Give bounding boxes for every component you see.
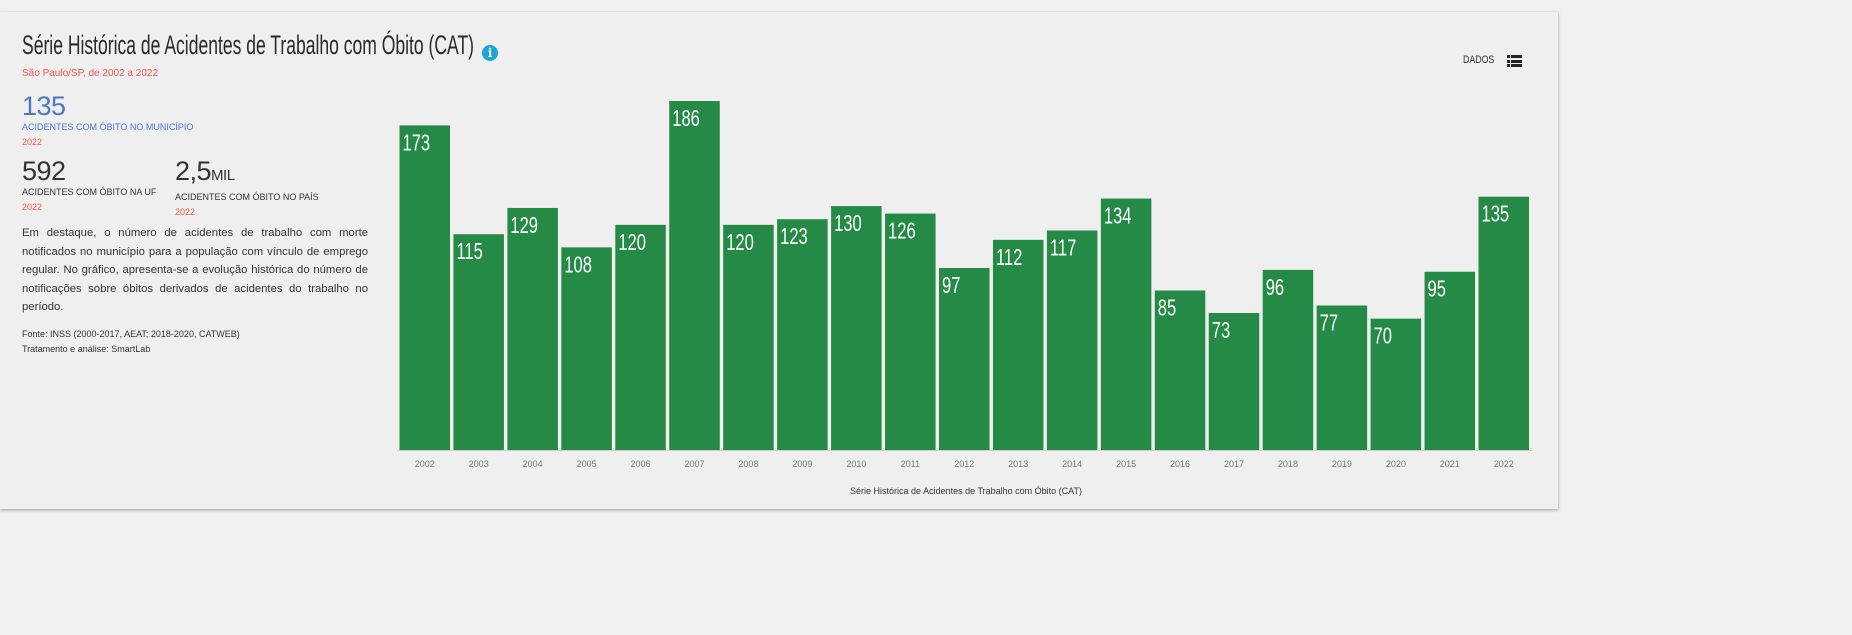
stat-label: ACIDENTES COM ÓBITO NO MUNICÍPIO (22, 122, 194, 132)
data-label: 126 (888, 219, 916, 244)
data-label: 96 (1266, 275, 1284, 300)
data-label: 129 (510, 213, 538, 238)
x-tick-label: 2006 (631, 459, 651, 469)
x-tick-label: 2016 (1170, 459, 1190, 469)
bar[interactable] (1208, 313, 1260, 450)
data-label: 123 (780, 225, 808, 250)
stat-uf: 592 ACIDENTES COM ÓBITO NA UF 2022 (22, 157, 156, 212)
stat-year: 2022 (22, 137, 43, 147)
bar[interactable] (992, 239, 1044, 450)
stat-pais: 2,5MIL ACIDENTES COM ÓBITO NO PAÍS 2022 (175, 157, 319, 217)
data-label: 130 (834, 212, 862, 237)
data-label: 186 (672, 106, 700, 131)
bar[interactable] (615, 224, 666, 450)
data-label: 112 (996, 245, 1022, 270)
stat-municipio: 135 ACIDENTES COM ÓBITO NO MUNICÍPIO 202… (22, 92, 193, 147)
x-tick-label: 2007 (684, 459, 704, 469)
x-tick-label: 2022 (1494, 459, 1514, 469)
stat-value: 592 (22, 156, 66, 186)
x-tick-label: 2008 (738, 459, 758, 469)
stat-label: ACIDENTES COM ÓBITO NA UF (22, 187, 157, 197)
bar[interactable] (399, 125, 451, 451)
data-label: 117 (1050, 236, 1076, 261)
x-tick-label: 2004 (523, 459, 543, 469)
data-label: 77 (1320, 311, 1338, 336)
stat-year: 2022 (22, 202, 43, 212)
data-label: 173 (403, 131, 431, 156)
info-icon[interactable]: i (482, 45, 498, 61)
x-tick-label: 2020 (1386, 459, 1406, 469)
description-column: Em destaque, o número de acidentes de tr… (22, 224, 368, 357)
data-label: 95 (1428, 277, 1446, 302)
x-tick-label: 2012 (954, 459, 974, 469)
data-label: 115 (456, 240, 482, 265)
x-tick-label: 2017 (1224, 459, 1244, 469)
x-tick-label: 2005 (577, 459, 597, 469)
bar[interactable] (939, 267, 990, 450)
x-tick-label: 2002 (415, 459, 435, 469)
data-label: 135 (1482, 202, 1510, 227)
bar[interactable] (1154, 290, 1206, 450)
x-tick-label: 2013 (1008, 459, 1028, 469)
bar[interactable] (1478, 196, 1530, 450)
x-tick-label: 2011 (901, 459, 920, 469)
x-tick-label: 2014 (1062, 459, 1082, 469)
data-label: 134 (1104, 204, 1132, 229)
bar[interactable] (885, 213, 936, 450)
title-text: Série Histórica de Acidentes de Trabalho… (22, 30, 474, 60)
list-icon[interactable] (1507, 55, 1522, 67)
data-label: 70 (1374, 324, 1392, 349)
stat-unit: MIL (211, 167, 235, 184)
analysis-text: Tratamento e análise: SmartLab (22, 343, 151, 354)
subtitle: São Paulo/SP, de 2002 a 2022 (22, 68, 159, 79)
data-label: 97 (942, 273, 960, 298)
x-tick-label: 2009 (792, 459, 812, 469)
data-button[interactable]: DADOS (1463, 54, 1495, 66)
bar[interactable] (1262, 269, 1314, 450)
stat-label: ACIDENTES COM ÓBITO NO PAÍS (175, 192, 319, 202)
x-tick-label: 2010 (846, 459, 866, 469)
data-label: 120 (618, 230, 646, 255)
stat-value: 2,5 (175, 156, 212, 186)
bar[interactable] (1424, 271, 1476, 450)
description: Em destaque, o número de acidentes de tr… (22, 227, 368, 313)
stat-value: 135 (22, 91, 66, 121)
x-tick-label: 2015 (1116, 459, 1136, 469)
page-title: Série Histórica de Acidentes de Trabalho… (22, 30, 718, 61)
x-tick-label: 2021 (1440, 459, 1460, 469)
bar[interactable] (1370, 318, 1422, 450)
bar[interactable] (1316, 305, 1368, 450)
bar[interactable] (507, 207, 558, 450)
x-tick-label: 2018 (1278, 459, 1298, 469)
data-label: 73 (1212, 319, 1230, 344)
bar[interactable] (453, 234, 504, 450)
data-label: 120 (726, 230, 754, 255)
bar[interactable] (1046, 230, 1098, 450)
bar[interactable] (777, 219, 828, 450)
x-axis-title: Série Histórica de Acidentes de Trabalho… (850, 486, 1082, 496)
x-tick-label: 2003 (469, 459, 489, 469)
bar[interactable] (723, 224, 774, 450)
source-text: Fonte: INSS (2000-2017, AEAT; 2018-2020,… (22, 328, 240, 339)
bar[interactable] (1100, 198, 1152, 450)
stat-year: 2022 (175, 207, 196, 217)
bar[interactable] (831, 206, 882, 450)
x-tick-label: 2019 (1332, 459, 1352, 469)
bar[interactable] (669, 101, 720, 450)
data-label: 85 (1158, 296, 1176, 321)
data-label: 108 (564, 253, 592, 278)
bar[interactable] (561, 247, 612, 450)
